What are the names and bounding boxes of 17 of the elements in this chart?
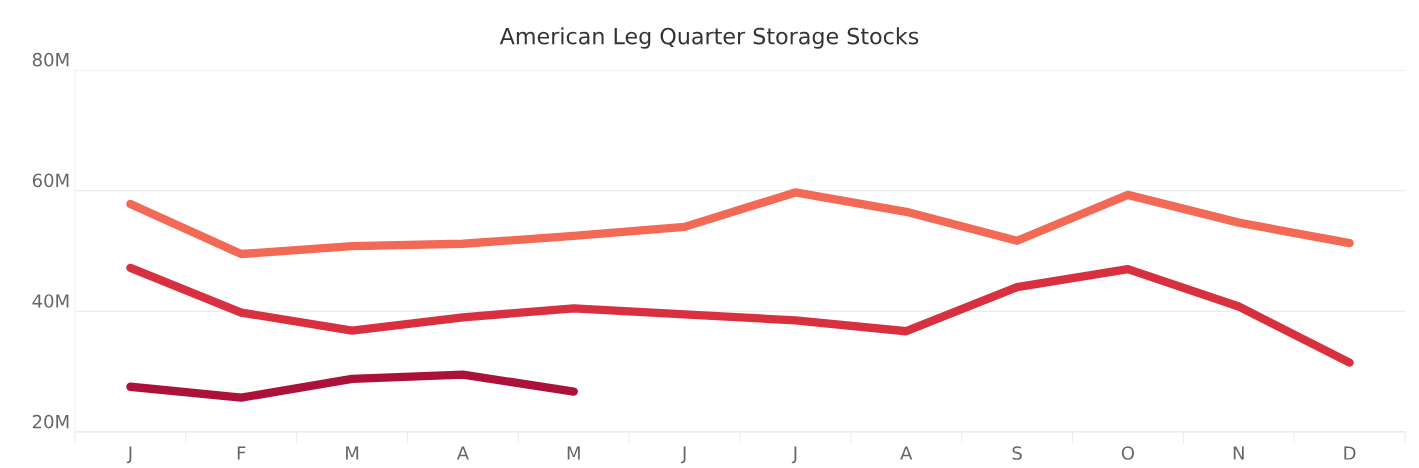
x-tick-label: J xyxy=(126,446,132,464)
chart-title: American Leg Quarter Storage Stocks xyxy=(499,27,919,49)
x-tick-label: J xyxy=(680,446,686,464)
x-tick-label: A xyxy=(900,446,913,460)
x-tick-label: N xyxy=(1233,446,1244,460)
x-tick-label: F xyxy=(237,446,246,460)
y-tick-label: 80M xyxy=(32,52,69,67)
x-tick-label: M xyxy=(567,446,580,460)
y-tick-label: 40M xyxy=(32,294,69,308)
x-tick-label: A xyxy=(456,446,469,460)
x-tick-label: O xyxy=(1121,446,1135,460)
x-tick-label: J xyxy=(791,446,797,464)
y-tick-label: 60M xyxy=(32,173,69,188)
x-tick-label: D xyxy=(1344,446,1356,460)
y-tick-label: 20M xyxy=(32,414,69,429)
x-tick-label: M xyxy=(346,446,359,460)
x-tick-label: S xyxy=(1012,446,1022,460)
